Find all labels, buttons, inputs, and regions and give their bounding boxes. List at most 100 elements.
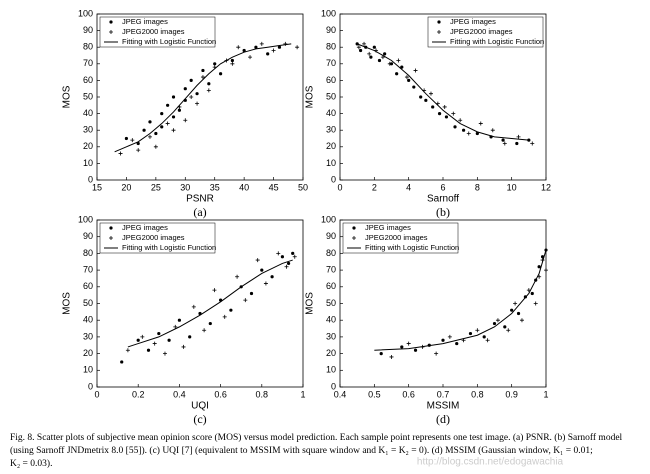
- point: [510, 308, 514, 312]
- point: [362, 41, 367, 46]
- point: [195, 92, 199, 96]
- x-tick-label: 0.4: [334, 389, 347, 399]
- point: [118, 151, 123, 156]
- y-tick-label: 100: [321, 214, 336, 224]
- point: [444, 115, 449, 119]
- y-tick-label: 70: [83, 58, 93, 68]
- point: [230, 58, 234, 63]
- point: [372, 45, 376, 49]
- x-tick-label: 0.8: [256, 389, 269, 399]
- y-tick-label: 10: [83, 365, 93, 375]
- legend-swatch: [109, 226, 113, 230]
- legend-label: Fitting with Logistic Function: [450, 37, 544, 46]
- x-tick-label: 0.4: [173, 389, 186, 399]
- y-tick-label: 60: [83, 281, 93, 291]
- y-tick-label: 30: [83, 331, 93, 341]
- point: [148, 120, 152, 124]
- point: [428, 91, 433, 96]
- y-tick-label: 10: [83, 158, 93, 168]
- point: [125, 348, 130, 353]
- point: [219, 72, 223, 76]
- point: [515, 141, 519, 146]
- point: [152, 341, 157, 346]
- y-tick-label: 30: [326, 125, 336, 135]
- point: [183, 87, 187, 91]
- panel-label: (b): [436, 205, 450, 219]
- y-axis-label: MOS: [305, 292, 316, 315]
- x-tick-label: 0.6: [214, 389, 227, 399]
- legend-label: JPEG2000 images: [365, 233, 428, 242]
- x-tick-label: 12: [541, 182, 551, 192]
- fit-line: [356, 43, 529, 141]
- y-axis-label: MOS: [62, 85, 73, 108]
- point: [235, 274, 240, 279]
- point: [162, 351, 167, 356]
- point: [519, 318, 524, 323]
- y-tick-label: 70: [83, 264, 93, 274]
- point: [166, 103, 170, 107]
- point: [188, 335, 192, 339]
- x-tick-label: 10: [507, 182, 517, 192]
- point: [277, 45, 282, 49]
- fit-line: [114, 43, 292, 153]
- point: [167, 338, 171, 342]
- point: [248, 55, 253, 60]
- caption-line: (using Sarnoff JNDmetrix 8.0 [55]). (c) …: [10, 445, 593, 456]
- point: [286, 261, 291, 266]
- point: [406, 341, 411, 346]
- y-tick-label: 70: [326, 264, 336, 274]
- x-tick-label: 0.2: [132, 389, 145, 399]
- caption-line: Fig. 8. Scatter plots of subjective mean…: [10, 432, 623, 443]
- point: [266, 52, 270, 56]
- point: [537, 265, 541, 269]
- point: [242, 48, 246, 53]
- point: [236, 45, 241, 50]
- point: [530, 291, 534, 296]
- y-tick-label: 90: [83, 25, 93, 35]
- point: [451, 111, 456, 116]
- point: [208, 321, 212, 326]
- y-tick-label: 10: [326, 365, 336, 375]
- y-tick-label: 80: [83, 42, 93, 52]
- x-tick-label: 25: [151, 182, 161, 192]
- fit-line: [374, 249, 547, 351]
- point: [482, 335, 486, 339]
- point: [177, 318, 181, 322]
- legend-box: [99, 16, 216, 48]
- point: [157, 331, 161, 336]
- point: [222, 314, 227, 319]
- legend-label: JPEG2000 images: [122, 233, 185, 242]
- point: [503, 325, 507, 329]
- point: [395, 72, 399, 76]
- point: [419, 95, 423, 99]
- point: [243, 298, 248, 303]
- y-tick-label: 20: [326, 348, 336, 358]
- point: [142, 128, 146, 132]
- point: [207, 82, 211, 86]
- point: [431, 105, 435, 109]
- x-tick-label: 4: [406, 182, 411, 192]
- point: [359, 48, 363, 53]
- y-tick-label: 50: [326, 91, 336, 101]
- legend-swatch: [109, 20, 113, 24]
- x-axis-label: MSSIM: [427, 401, 460, 412]
- point: [447, 334, 452, 339]
- point: [147, 134, 152, 139]
- point: [146, 348, 151, 352]
- y-tick-label: 50: [83, 91, 93, 101]
- x-axis-label: UQI: [191, 401, 209, 412]
- y-tick-label: 100: [78, 214, 93, 224]
- point: [136, 338, 140, 342]
- point: [189, 78, 193, 82]
- point: [383, 52, 387, 56]
- point: [165, 121, 170, 126]
- point: [377, 58, 382, 63]
- legend-box: [427, 16, 544, 48]
- y-tick-label: 80: [326, 42, 336, 52]
- point: [206, 88, 211, 93]
- point: [177, 108, 181, 112]
- point: [160, 125, 164, 129]
- legend-label: JPEG images: [122, 17, 168, 26]
- point: [492, 321, 497, 326]
